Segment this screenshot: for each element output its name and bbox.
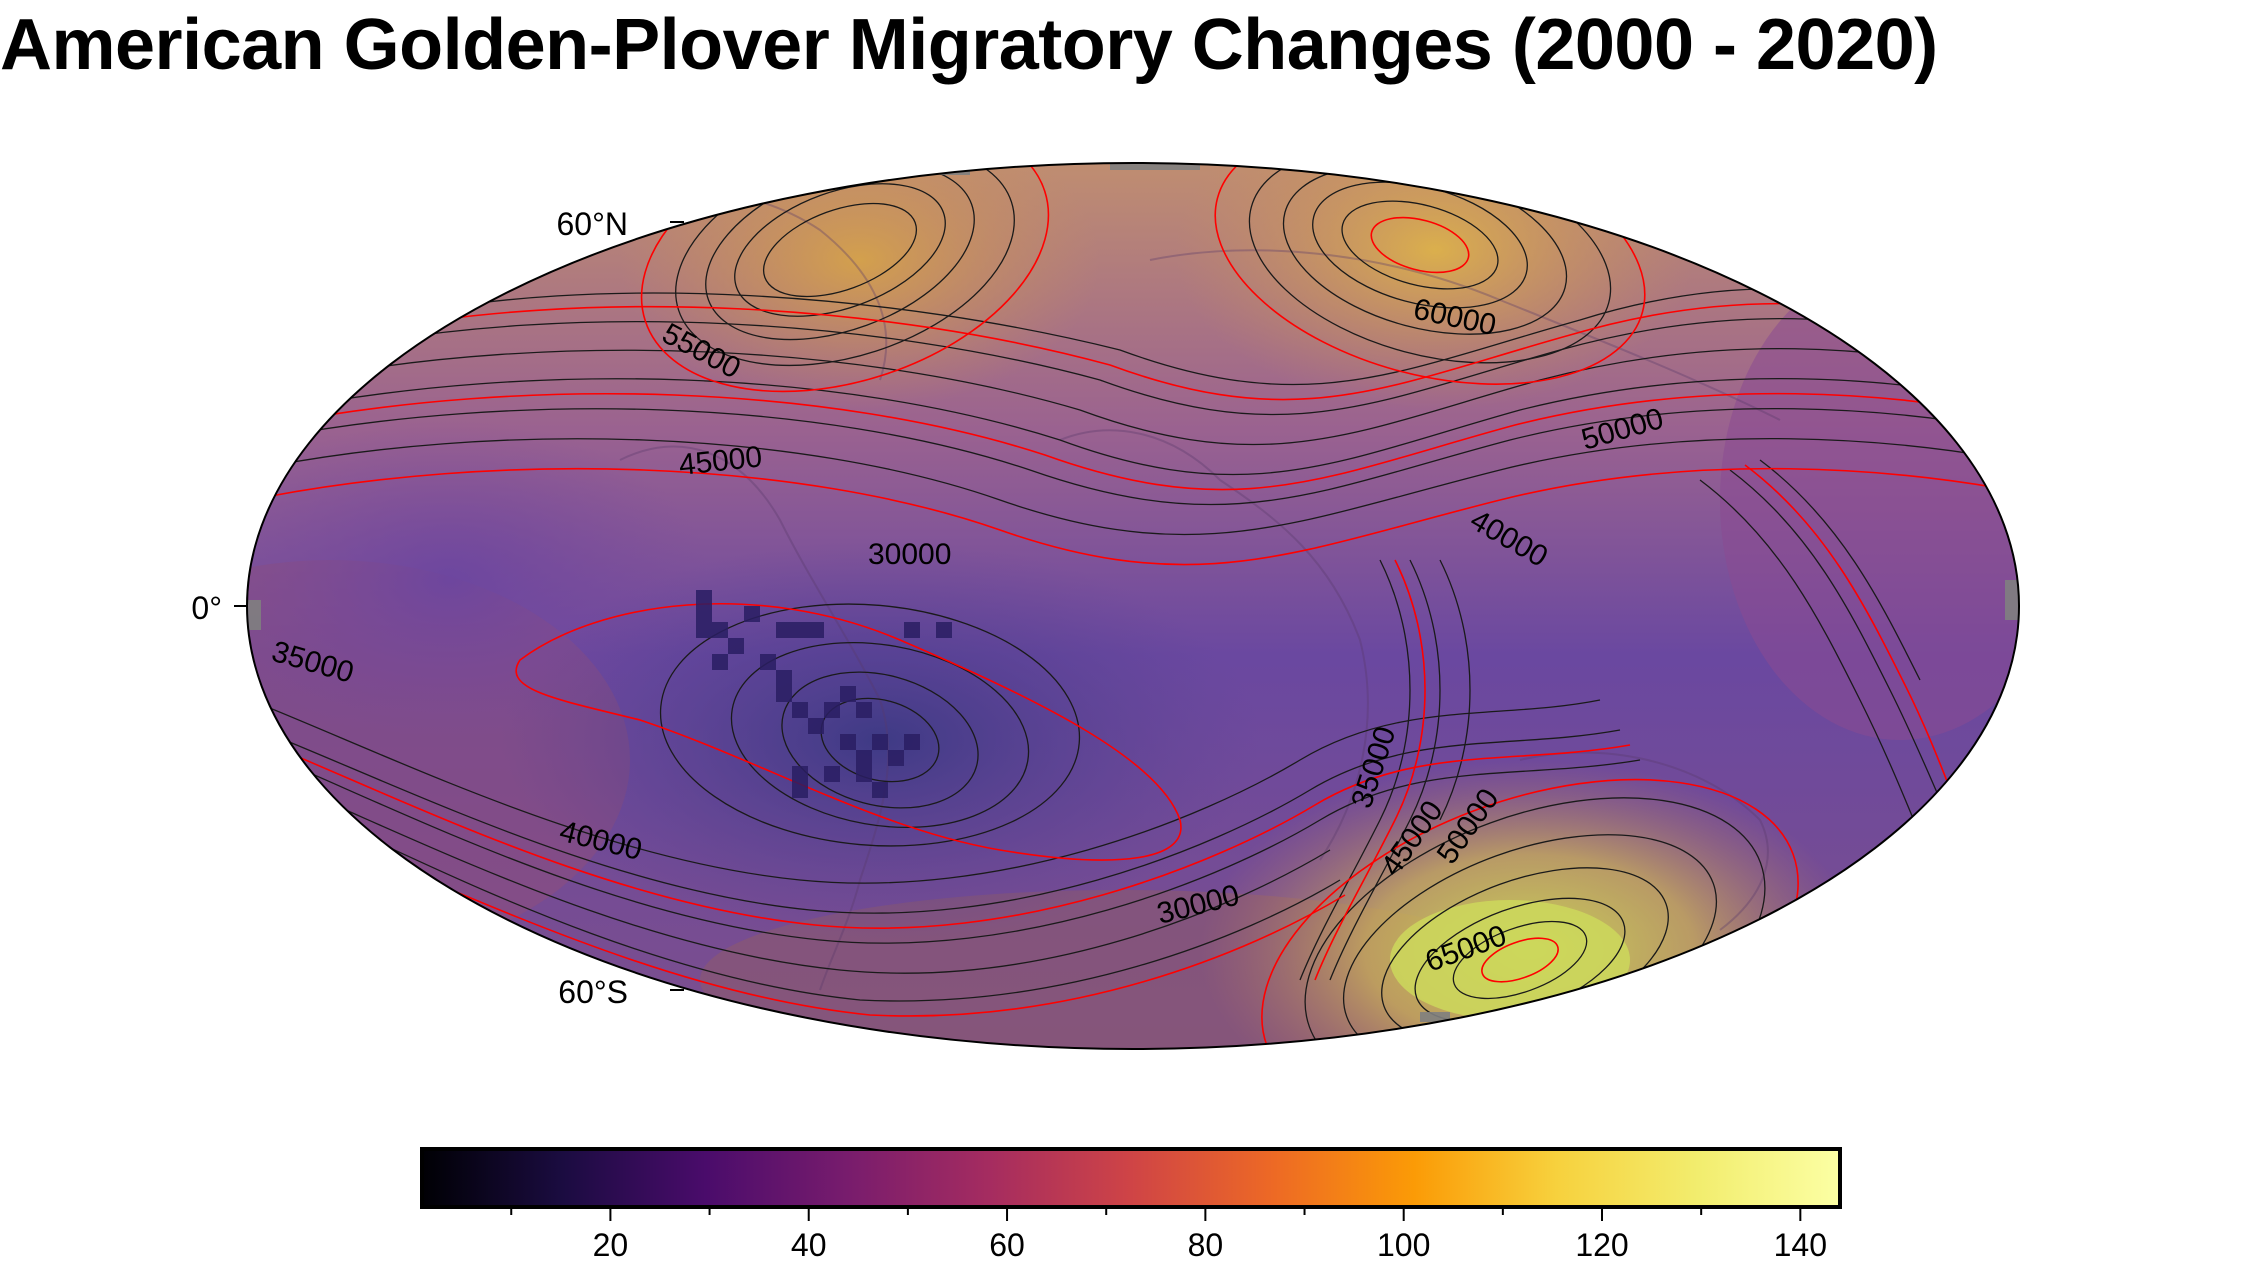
colorbar-tick-label: 60 (989, 1227, 1025, 1261)
data-pixel-blocks (696, 590, 952, 798)
lat-label-60n: 60°N (557, 206, 629, 242)
lat-ticks (234, 221, 684, 991)
contour-label-30000-north: 30000 (868, 538, 951, 571)
page-title: American Golden-Plover Migratory Changes… (0, 5, 1938, 85)
colorbar-ticks (510, 1207, 1802, 1221)
colorbar: 20 40 60 80 100 120 140 (420, 1147, 1842, 1261)
lat-label-equator: 0° (191, 590, 222, 626)
colorbar-gradient (420, 1147, 1842, 1209)
colorbar-tick-label: 100 (1377, 1227, 1430, 1261)
colorbar-tick-label: 20 (593, 1227, 629, 1261)
colorbar-tick-labels: 20 40 60 80 100 120 140 (593, 1227, 1827, 1261)
colorbar-tick-label: 80 (1188, 1227, 1224, 1261)
map-surface (247, 163, 2019, 1049)
lat-label-60s: 60°S (558, 974, 628, 1010)
contours-major (249, 163, 2011, 1049)
colorbar-tick-label: 40 (791, 1227, 827, 1261)
colorbar-tick-label: 140 (1774, 1227, 1827, 1261)
colorbar-tick-label: 120 (1575, 1227, 1628, 1261)
